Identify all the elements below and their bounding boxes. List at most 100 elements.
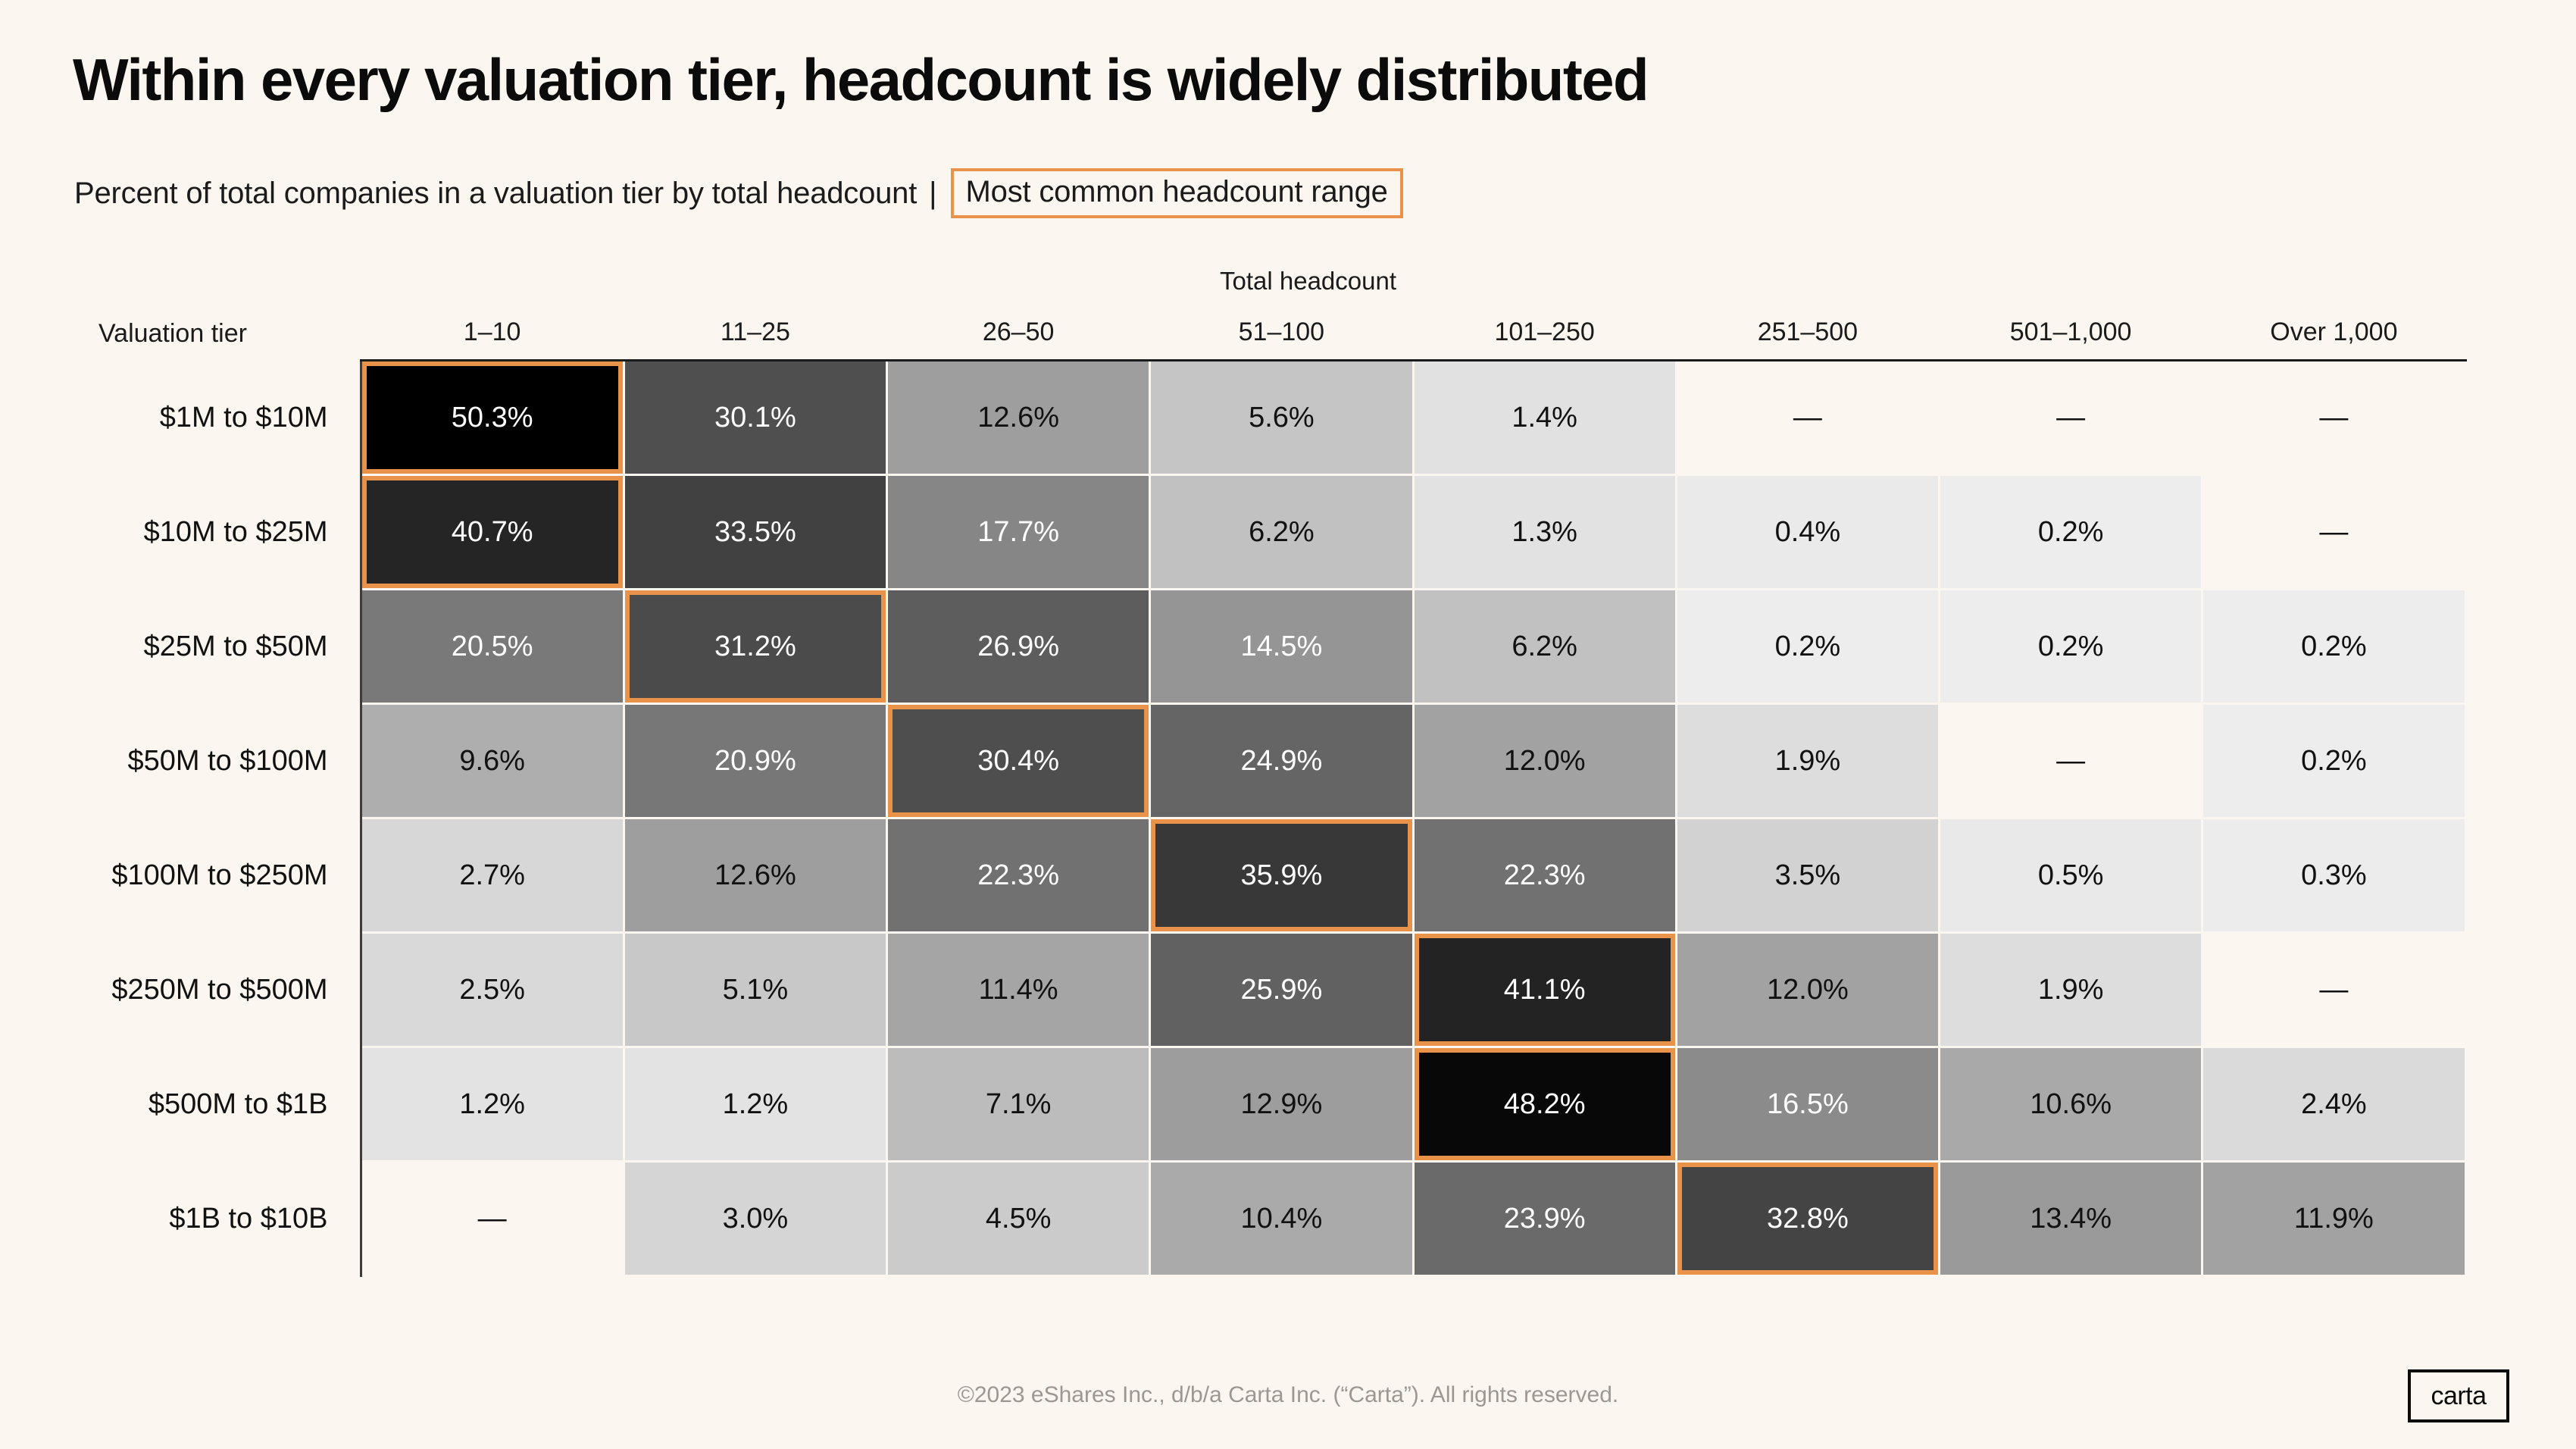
heatmap-cell-r7-c6[interactable]: 16.5% <box>1674 1046 1941 1163</box>
column-header-over-1000: Over 1,000 <box>2202 303 2465 361</box>
heatmap-cell-r1-c2[interactable]: 30.1% <box>622 359 889 476</box>
heatmap-cell-r4-c2[interactable]: 20.9% <box>622 703 889 819</box>
heatmap-cell-r4-c5[interactable]: 12.0% <box>1411 703 1677 819</box>
heatmap-cell-r2-c5[interactable]: 1.3% <box>1411 474 1677 590</box>
heatmap-cell-r6-c1[interactable]: 2.5% <box>359 931 625 1048</box>
cell-value: 50.3% <box>451 402 533 433</box>
heatmap-cell-r6-c3[interactable]: 11.4% <box>885 931 1152 1048</box>
heatmap-cell-r5-c8[interactable]: 0.3% <box>2201 817 2467 934</box>
heatmap-cell-r8-c5[interactable]: 23.9% <box>1411 1160 1677 1277</box>
heatmap-cell-r3-c8[interactable]: 0.2% <box>2201 588 2467 705</box>
heatmap-cell-r8-c3[interactable]: 4.5% <box>885 1160 1152 1277</box>
cell-value: 41.1% <box>1503 974 1586 1006</box>
heatmap-cell-r5-c7[interactable]: 0.5% <box>1937 817 2204 934</box>
heatmap-cell-r7-c7[interactable]: 10.6% <box>1937 1046 2204 1163</box>
cell-value: 0.4% <box>1774 516 1841 548</box>
heatmap-cell-r3-c4[interactable]: 14.5% <box>1149 588 1415 705</box>
column-header-501-1000: 501–1,000 <box>1939 303 2202 361</box>
heatmap-cell-r8-c4[interactable]: 10.4% <box>1149 1160 1415 1277</box>
heatmap-cell-r3-c5[interactable]: 6.2% <box>1411 588 1677 705</box>
heatmap-cell-r6-c5[interactable]: 41.1% <box>1411 931 1677 1048</box>
heatmap-row: $100M to $250M 2.7% 12.6% 22.3% 35.9% 22.3% 3.… <box>73 817 2467 934</box>
copyright-note: ©2023 eShares Inc., d/b/a Carta Inc. (“C… <box>957 1382 1619 1407</box>
cell-value: — <box>477 1203 507 1235</box>
heatmap-cell-r2-c7[interactable]: 0.2% <box>1937 474 2204 590</box>
heatmap-cell-r1-c7[interactable]: — <box>1940 361 2202 475</box>
cell-value: 30.4% <box>977 745 1059 777</box>
heatmap-cell-r6-c4[interactable]: 25.9% <box>1149 931 1415 1048</box>
heatmap-cell-r1-c4[interactable]: 5.6% <box>1149 359 1415 476</box>
cell-value: 1.4% <box>1512 402 1577 433</box>
cell-value: 2.5% <box>459 974 525 1006</box>
heatmap-cell-r4-c4[interactable]: 24.9% <box>1149 703 1415 819</box>
cell-value: 25.9% <box>1240 974 1323 1006</box>
heatmap-cell-r5-c4[interactable]: 35.9% <box>1149 817 1415 934</box>
cell-value: — <box>2056 402 2086 433</box>
heatmap-cell-r3-c3[interactable]: 26.9% <box>885 588 1152 705</box>
heatmap-cell-r5-c1[interactable]: 2.7% <box>359 817 625 934</box>
heatmap-row: $1M to $10M 50.3% 30.1% 12.6% 5.6% 1.4% — — — <box>73 359 2465 476</box>
heatmap-cell-r6-c6[interactable]: 12.0% <box>1674 931 1941 1048</box>
cell-value: 48.2% <box>1503 1088 1586 1120</box>
heatmap-cell-r8-c7[interactable]: 13.4% <box>1937 1160 2204 1277</box>
heatmap-cell-r2-c8[interactable]: — <box>2202 475 2465 590</box>
heatmap-cell-r4-c8[interactable]: 0.2% <box>2201 703 2467 819</box>
row-label-5: $100M to $250M <box>73 818 362 933</box>
heatmap-cell-r4-c6[interactable]: 1.9% <box>1674 703 1941 819</box>
heatmap-cell-r6-c8[interactable]: — <box>2202 933 2465 1047</box>
heatmap-cell-r8-c8[interactable]: 11.9% <box>2201 1160 2467 1277</box>
heatmap-cell-r2-c4[interactable]: 6.2% <box>1149 474 1415 590</box>
cell-value: 6.2% <box>1512 631 1577 662</box>
column-header-101-250: 101–250 <box>1413 303 1677 361</box>
heatmap-cell-r1-c5[interactable]: 1.4% <box>1411 359 1677 476</box>
heatmap-cell-r3-c7[interactable]: 0.2% <box>1937 588 2204 705</box>
cell-value: 23.9% <box>1503 1203 1586 1235</box>
heatmap-cell-r5-c5[interactable]: 22.3% <box>1411 817 1677 934</box>
heatmap-cell-r2-c1[interactable]: 40.7% <box>359 474 625 590</box>
heatmap-cell-r2-c6[interactable]: 0.4% <box>1674 474 1941 590</box>
cell-value: 24.9% <box>1240 745 1323 777</box>
heatmap-cell-r7-c2[interactable]: 1.2% <box>622 1046 889 1163</box>
heatmap-cell-r8-c6[interactable]: 32.8% <box>1674 1160 1941 1277</box>
heatmap-cell-r1-c1[interactable]: 50.3% <box>359 359 625 476</box>
cell-value: 5.6% <box>1249 402 1315 433</box>
heatmap-cell-r1-c8[interactable]: — <box>2202 361 2465 475</box>
column-header-51-100: 51–100 <box>1149 303 1413 361</box>
cell-value: 1.9% <box>2037 974 2104 1006</box>
heatmap-cell-r3-c6[interactable]: 0.2% <box>1674 588 1941 705</box>
heatmap-cell-r2-c3[interactable]: 17.7% <box>885 474 1152 590</box>
heatmap-cell-r4-c1[interactable]: 9.6% <box>359 703 625 819</box>
heatmap-cell-r7-c5[interactable]: 48.2% <box>1411 1046 1677 1163</box>
heatmap-header-row: Valuation tier 1–10 11–25 26–50 51–100 1… <box>73 303 2465 361</box>
cell-value: 31.2% <box>714 631 796 662</box>
cell-value: 11.9% <box>2293 1203 2374 1235</box>
heatmap-cell-r2-c2[interactable]: 33.5% <box>622 474 889 590</box>
heatmap-cell-r5-c2[interactable]: 12.6% <box>622 817 889 934</box>
heatmap-cell-r1-c3[interactable]: 12.6% <box>885 359 1152 476</box>
cell-value: 20.9% <box>714 745 796 777</box>
heatmap-cell-r5-c6[interactable]: 3.5% <box>1674 817 1941 934</box>
heatmap-cell-r5-c3[interactable]: 22.3% <box>885 817 1152 934</box>
cell-value: 2.7% <box>459 859 525 891</box>
cell-value: 0.2% <box>2037 516 2104 548</box>
heatmap-cell-r6-c7[interactable]: 1.9% <box>1937 931 2204 1048</box>
heatmap-row: $250M to $500M 2.5% 5.1% 11.4% 25.9% 41.1% 12.… <box>73 931 2465 1048</box>
heatmap-cell-r7-c8[interactable]: 2.4% <box>2201 1046 2467 1163</box>
heatmap-cell-r4-c3[interactable]: 30.4% <box>885 703 1152 819</box>
heatmap-cell-r8-c1[interactable]: — <box>361 1162 624 1276</box>
heatmap-body: $1M to $10M 50.3% 30.1% 12.6% 5.6% 1.4% — — — $10… <box>73 359 2467 1277</box>
heatmap-cell-r3-c2[interactable]: 31.2% <box>622 588 889 705</box>
heatmap-cell-r7-c4[interactable]: 12.9% <box>1149 1046 1415 1163</box>
cell-value: 20.5% <box>451 631 533 662</box>
heatmap-cell-r8-c2[interactable]: 3.0% <box>622 1160 889 1277</box>
row-label-2: $10M to $25M <box>73 474 362 590</box>
heatmap-cell-r4-c7[interactable]: — <box>1940 704 2202 818</box>
heatmap-cell-r3-c1[interactable]: 20.5% <box>359 588 625 705</box>
cell-value: 26.9% <box>977 631 1059 662</box>
heatmap-cell-r6-c2[interactable]: 5.1% <box>622 931 889 1048</box>
heatmap-cell-r1-c6[interactable]: — <box>1676 361 1939 475</box>
heatmap-cell-r7-c3[interactable]: 7.1% <box>885 1046 1152 1163</box>
cell-value: 11.4% <box>978 974 1058 1006</box>
heatmap-cell-r7-c1[interactable]: 1.2% <box>359 1046 625 1163</box>
